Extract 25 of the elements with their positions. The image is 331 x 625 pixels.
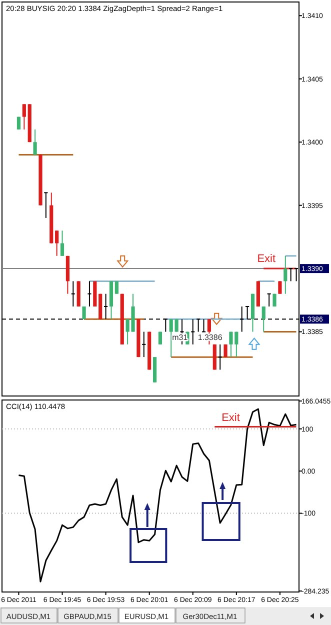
candlestick xyxy=(104,293,108,320)
candlestick xyxy=(278,280,282,294)
candlestick xyxy=(22,104,26,130)
annotation: Exit xyxy=(257,253,276,265)
candlestick xyxy=(201,318,206,332)
candlestick xyxy=(158,331,162,345)
candlestick xyxy=(262,306,266,332)
candlestick xyxy=(240,306,244,332)
candlestick xyxy=(44,192,48,218)
annotation: Exit xyxy=(222,412,240,424)
candlestick xyxy=(196,318,201,332)
candlestick xyxy=(87,280,92,307)
candlestick xyxy=(114,280,118,294)
candlestick xyxy=(33,128,37,156)
candlestick xyxy=(190,318,196,345)
candlestick xyxy=(272,293,276,307)
candlestick xyxy=(288,268,294,282)
candlestick xyxy=(142,331,146,358)
candlestick xyxy=(266,293,272,307)
candlestick xyxy=(70,280,76,307)
candlestick xyxy=(16,116,21,130)
candlestick xyxy=(55,230,59,256)
candlestick xyxy=(218,344,222,370)
candlestick xyxy=(60,230,64,256)
candlestick xyxy=(284,255,288,294)
